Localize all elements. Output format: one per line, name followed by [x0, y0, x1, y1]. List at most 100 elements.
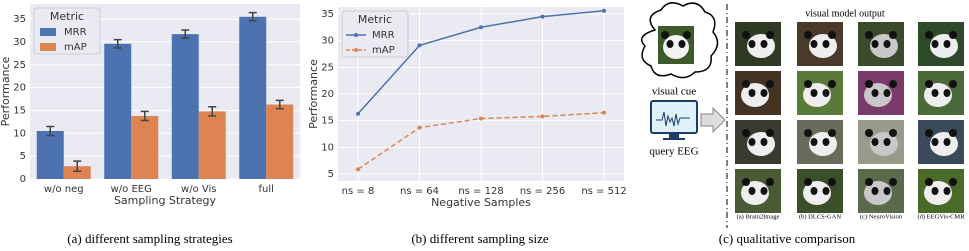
- caption: (b) different sampling size: [411, 231, 549, 246]
- output-image: [748, 40, 756, 48]
- marker: [356, 167, 360, 172]
- error-bar: [140, 110, 149, 122]
- output-image: [865, 178, 873, 186]
- output-image: [943, 138, 951, 146]
- cue-image: [663, 35, 689, 59]
- error-bar: [275, 99, 284, 110]
- output-image: [828, 129, 836, 137]
- error-bar: [208, 106, 217, 117]
- marker: [602, 110, 606, 115]
- y-tick-label: 25: [321, 62, 334, 73]
- output-image: [943, 40, 951, 48]
- output-image: [742, 80, 750, 88]
- cue-label: visual cue: [652, 86, 696, 98]
- x-tick-label: ns = 128: [458, 186, 503, 197]
- output-image: [760, 89, 768, 97]
- output-image: [925, 178, 933, 186]
- output-image: [748, 89, 756, 97]
- output-image: [760, 187, 768, 195]
- output-image: [766, 178, 774, 186]
- qualitative-panel: visual cue query EEG visual model output: [640, 2, 885, 228]
- output-image: [748, 138, 756, 146]
- output-image: [828, 31, 836, 39]
- y-tick-label: 35: [321, 9, 334, 20]
- output-image: [810, 187, 818, 195]
- method-label: (c) NeuroVision: [860, 213, 903, 220]
- marker: [540, 14, 545, 19]
- output-image: [871, 89, 879, 97]
- bar: [104, 43, 132, 180]
- output-image: [742, 178, 750, 186]
- eeg-signal: [656, 111, 690, 127]
- y-tick-label: 0: [20, 174, 26, 185]
- x-tick-label: ns = 64: [400, 186, 439, 197]
- y-axis-label: Performance: [0, 56, 12, 126]
- cue-image: [661, 31, 669, 39]
- monitor: [650, 100, 698, 134]
- y-tick-label: 20: [13, 83, 26, 94]
- output-image: [865, 31, 873, 39]
- output-image: [810, 40, 818, 48]
- output-image: [943, 187, 951, 195]
- output-image: [810, 89, 818, 97]
- error-bar: [73, 160, 82, 172]
- output-image: [925, 129, 933, 137]
- y-tick-label: 30: [13, 37, 26, 48]
- error-bar: [181, 29, 190, 40]
- output-image: [822, 89, 830, 97]
- output-image: [804, 80, 812, 88]
- x-axis-label: Negative Samples: [431, 196, 531, 209]
- output-image: [883, 187, 891, 195]
- x-tick-label: ns = 8: [342, 186, 375, 197]
- output-image: [883, 138, 891, 146]
- marker: [417, 125, 422, 130]
- legend-title: Metric: [50, 10, 84, 23]
- output-image: [889, 31, 897, 39]
- output-image: [931, 40, 939, 48]
- query-label: query EEG: [649, 146, 698, 158]
- y-tick-label: 30: [321, 36, 334, 47]
- x-tick-label: ns = 256: [520, 186, 565, 197]
- bar: [266, 104, 294, 179]
- output-image: [828, 80, 836, 88]
- x-tick-label: w/o EEG: [111, 184, 152, 195]
- x-axis-label: Sampling Strategy: [114, 194, 217, 207]
- output-image: [889, 129, 897, 137]
- legend-label: MRR: [64, 27, 87, 38]
- output-image: [822, 138, 830, 146]
- output-title: visual model output: [805, 8, 885, 19]
- legend-box: [33, 7, 101, 55]
- x-tick-label: full: [259, 184, 274, 195]
- method-label: (a) Brain2Image: [737, 213, 780, 220]
- bar: [198, 111, 226, 179]
- chart: 0 5 10 15 20 25 30 35 w/o neg w/o EEG w/o Vis full S…: [0, 4, 300, 207]
- legend-box: [341, 10, 409, 58]
- output-image: [766, 80, 774, 88]
- output-image: [931, 187, 939, 195]
- output-image: [871, 187, 879, 195]
- output-image: [943, 89, 951, 97]
- bar: [171, 34, 199, 179]
- output-image: [925, 80, 933, 88]
- cue-image: [678, 40, 686, 48]
- output-image: [949, 80, 957, 88]
- marker: [356, 111, 360, 116]
- output-image: [949, 129, 957, 137]
- y-tick-label: 10: [321, 142, 334, 153]
- y-tick-label: 5: [328, 169, 334, 180]
- output-image: [828, 178, 836, 186]
- method-label: (b) DLCS-GAN: [799, 213, 841, 220]
- y-tick-label: 20: [321, 89, 334, 100]
- y-tick-label: 5: [20, 151, 26, 162]
- bar: [131, 115, 159, 179]
- x-tick-label: ns = 512: [581, 186, 626, 197]
- output-image: [748, 187, 756, 195]
- legend-label: mAP: [64, 42, 87, 53]
- legend-swatch: [354, 48, 358, 52]
- output-image: [949, 178, 957, 186]
- legend-swatch: [40, 28, 56, 36]
- output-image: [871, 40, 879, 48]
- marker: [602, 8, 606, 13]
- legend-swatch: [40, 43, 56, 51]
